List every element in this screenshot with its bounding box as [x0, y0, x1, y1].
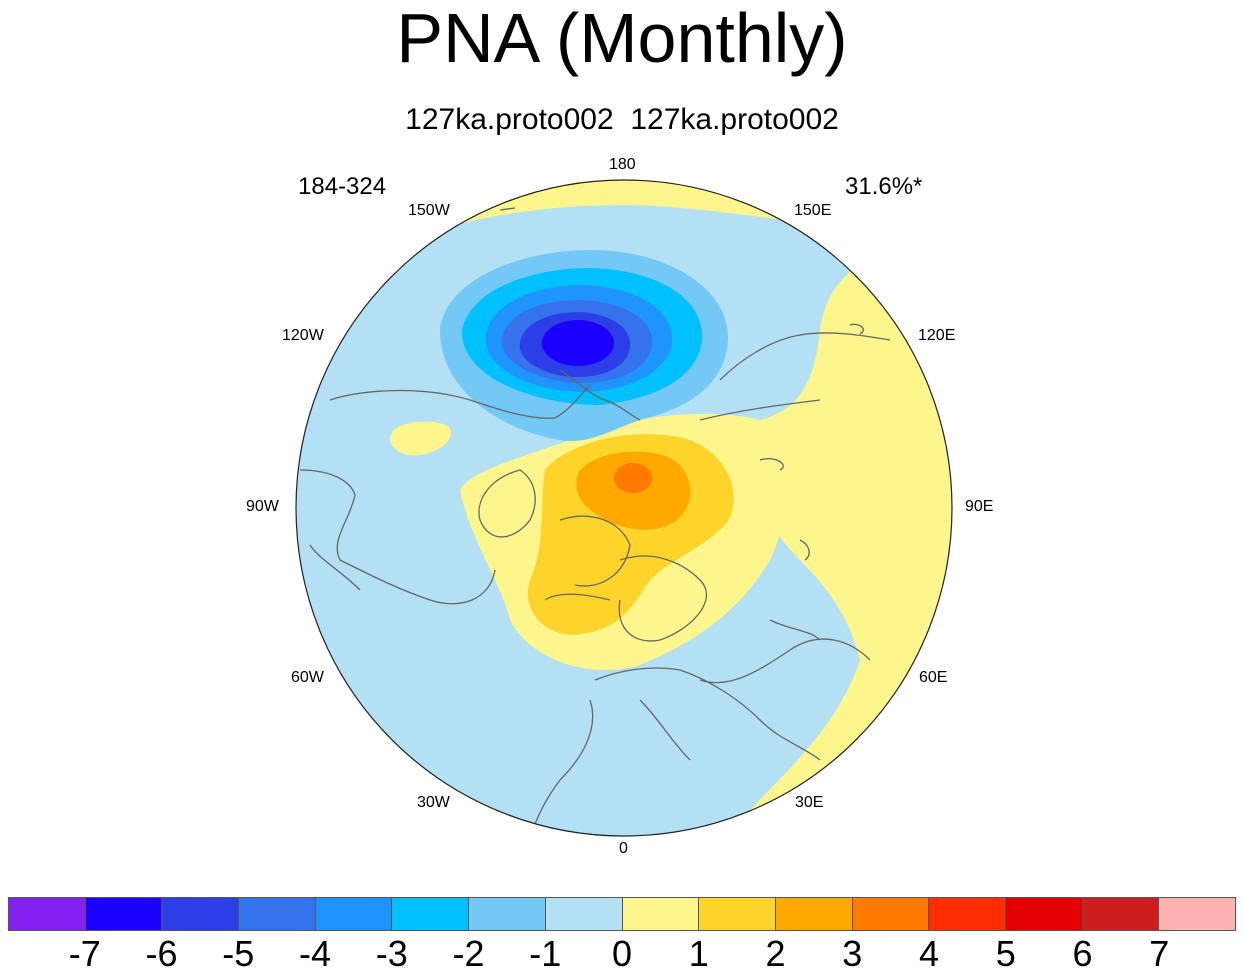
colorbar-tick-label: -1	[529, 933, 562, 974]
colorbar-tick-label: -7	[68, 933, 101, 974]
lon-label-30w: 30W	[417, 794, 450, 811]
map-disk	[296, 180, 952, 836]
colorbar-tick-label: 2	[765, 933, 786, 974]
lon-label-60e: 60E	[919, 669, 948, 686]
colorbar-box	[239, 898, 316, 930]
right-annotation: 31.6%*	[845, 173, 923, 200]
colorbar-box	[1159, 898, 1235, 930]
colorbar-box	[392, 898, 470, 930]
colorbar-tick-label: 5	[995, 933, 1016, 974]
colorbar-box	[699, 898, 776, 930]
map-title: PNA (Monthly)	[396, 0, 848, 77]
colorbar-tick-label: -5	[222, 933, 255, 974]
lon-label-120w: 120W	[282, 327, 324, 344]
colorbar-tick-label: -6	[145, 933, 178, 974]
lon-label-0: 0	[619, 840, 628, 857]
lon-label-120e: 120E	[918, 327, 956, 344]
field-level-minus-6	[542, 320, 614, 366]
colorbar-tick-label: 0	[611, 933, 633, 974]
colorbar-tick-label: 6	[1072, 933, 1093, 974]
field-east-positive	[700, 240, 952, 836]
lon-label-90w: 90W	[246, 498, 279, 515]
lon-label-60w: 60W	[291, 669, 324, 686]
colorbar-box	[1005, 898, 1083, 930]
lon-label-90e: 90E	[965, 498, 994, 515]
lon-label-150w: 150W	[408, 202, 450, 219]
colorbar-tick-label: -2	[452, 933, 485, 974]
colorbar-box	[775, 898, 853, 930]
colorbar	[8, 897, 1236, 931]
field-level-3	[614, 463, 652, 493]
colorbar-box	[545, 898, 623, 930]
colorbar-box	[622, 898, 700, 930]
colorbar-box	[469, 898, 546, 930]
colorbar-box	[9, 898, 86, 930]
colorbar-box	[929, 898, 1006, 930]
colorbar-tick-label: -3	[375, 933, 408, 974]
colorbar-tick-label: 1	[688, 933, 709, 974]
colorbar-tick-label: 3	[842, 933, 863, 974]
lon-label-180: 180	[609, 156, 636, 173]
colorbar-box	[85, 898, 163, 930]
coastlines	[299, 207, 891, 836]
colorbar-box	[315, 898, 393, 930]
colorbar-tick-label: -4	[298, 933, 332, 974]
colorbar-box	[1082, 898, 1160, 930]
colorbar-tick-label: 7	[1149, 933, 1170, 974]
colorbar-box	[852, 898, 930, 930]
map-border	[295, 179, 953, 837]
colorbar-tick-label: 4	[918, 933, 940, 974]
left-annotation: 184-324	[298, 173, 387, 200]
lon-label-30e: 30E	[795, 794, 824, 811]
lon-label-150e: 150E	[794, 202, 832, 219]
field-patch-positive	[390, 421, 451, 456]
colorbar-box	[162, 898, 240, 930]
map-subtitle: 127ka.proto002 127ka.proto002	[405, 103, 839, 136]
